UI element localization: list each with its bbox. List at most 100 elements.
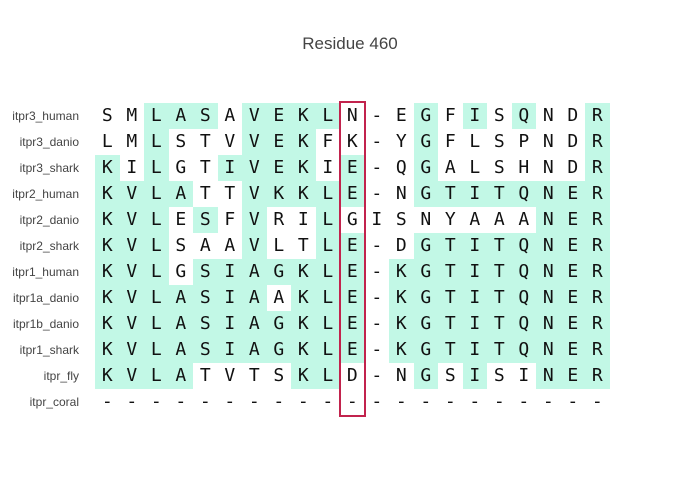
residue-cell: V xyxy=(242,233,267,259)
residue-cell: E xyxy=(560,285,585,311)
residue-cell: S xyxy=(395,209,407,230)
residue-cell: A xyxy=(273,287,285,308)
residue-cell: T xyxy=(438,233,463,259)
residue-cell: D xyxy=(567,131,579,152)
residue-cell: S xyxy=(444,365,456,386)
residue-cell: T xyxy=(487,337,512,363)
residue-cell: K xyxy=(95,311,120,337)
residue-cell: I xyxy=(462,259,487,285)
residue-cell: T xyxy=(199,131,211,152)
residue-cell: I xyxy=(217,285,242,311)
residue-cell: T xyxy=(438,311,463,337)
residue-cell: T xyxy=(248,365,260,386)
residue-cell: K xyxy=(291,337,316,363)
residue-cell: K xyxy=(291,363,316,389)
residue-cell: L xyxy=(469,157,481,178)
residue-cell: E xyxy=(560,337,585,363)
residue-cell: I xyxy=(462,311,487,337)
residue-cell: F xyxy=(444,131,456,152)
residue-cell: - xyxy=(371,105,383,126)
residue-cell: K xyxy=(95,207,120,233)
residue-cell: K xyxy=(95,181,120,207)
residue-cell: D xyxy=(567,157,579,178)
residue-cell: - xyxy=(493,391,505,412)
residue-cell: V xyxy=(119,259,144,285)
residue-cell: I xyxy=(371,209,383,230)
row-label: itpr2_human xyxy=(12,187,79,201)
residue-cell: K xyxy=(291,155,316,181)
residue-cell: G xyxy=(413,103,438,129)
residue-cell: E xyxy=(266,129,291,155)
residue-cell: L xyxy=(315,259,340,285)
residue-cell: L xyxy=(469,131,481,152)
residue-cell: D xyxy=(395,235,407,256)
residue-cell: L xyxy=(273,235,285,256)
residue-cell: I xyxy=(462,233,487,259)
residue-cell: - xyxy=(371,339,383,360)
residue-cell: L xyxy=(101,131,113,152)
residue-cell: I xyxy=(462,337,487,363)
residue-cell: - xyxy=(542,391,554,412)
residue-cell: L xyxy=(144,155,169,181)
residue-cell: K xyxy=(95,285,120,311)
residue-cell: I xyxy=(126,157,138,178)
residue-cell: F xyxy=(322,131,334,152)
residue-cell: F xyxy=(224,209,236,230)
residue-cell: - xyxy=(395,391,407,412)
residue-cell: E xyxy=(340,285,365,311)
residue-cell: - xyxy=(371,391,383,412)
residue-cell: V xyxy=(119,285,144,311)
residue-cell: Y xyxy=(395,131,407,152)
residue-cell: Q xyxy=(511,259,536,285)
residue-cell: S xyxy=(193,285,218,311)
residue-cell: E xyxy=(340,337,365,363)
residue-cell: T xyxy=(297,235,309,256)
residue-cell: T xyxy=(438,337,463,363)
residue-cell: R xyxy=(585,285,610,311)
residue-cell: E xyxy=(560,259,585,285)
residue-cell: E xyxy=(340,181,365,207)
residue-cell: N xyxy=(395,365,407,386)
residue-cell: L xyxy=(315,363,340,389)
residue-cell: S xyxy=(193,337,218,363)
residue-cell: - xyxy=(371,157,383,178)
residue-cell: Q xyxy=(395,157,407,178)
residue-cell: R xyxy=(585,311,610,337)
residue-cell: K xyxy=(95,233,120,259)
residue-cell: L xyxy=(144,181,169,207)
residue-cell: R xyxy=(585,363,610,389)
residue-cell: A xyxy=(224,105,236,126)
residue-cell: K xyxy=(291,103,316,129)
residue-cell: A xyxy=(242,311,267,337)
residue-cell: R xyxy=(585,181,610,207)
residue-cell: D xyxy=(567,105,579,126)
row-label: itpr_coral xyxy=(29,395,79,409)
residue-cell: - xyxy=(371,235,383,256)
residue-cell: - xyxy=(371,365,383,386)
residue-cell: - xyxy=(371,287,383,308)
residue-cell: S xyxy=(273,365,285,386)
residue-cell: I xyxy=(217,311,242,337)
residue-cell: - xyxy=(346,391,358,412)
residue-cell: K xyxy=(389,337,414,363)
residue-cell: L xyxy=(315,207,340,233)
residue-cell: K xyxy=(95,363,120,389)
residue-cell: T xyxy=(199,157,211,178)
residue-cell: T xyxy=(487,233,512,259)
residue-cell: A xyxy=(168,181,193,207)
residue-cell: V xyxy=(224,131,236,152)
residue-cell: G xyxy=(346,209,358,230)
residue-cell: N xyxy=(542,131,554,152)
residue-cell: - xyxy=(322,391,334,412)
residue-cell: I xyxy=(322,157,334,178)
residue-cell: P xyxy=(518,131,530,152)
residue-cell: V xyxy=(119,363,144,389)
row-label: itpr1a_danio xyxy=(12,291,79,305)
residue-cell: - xyxy=(469,391,481,412)
residue-cell: G xyxy=(413,337,438,363)
residue-cell: T xyxy=(199,365,211,386)
residue-cell: A xyxy=(242,259,267,285)
residue-cell: - xyxy=(567,391,579,412)
residue-cell: V xyxy=(119,181,144,207)
